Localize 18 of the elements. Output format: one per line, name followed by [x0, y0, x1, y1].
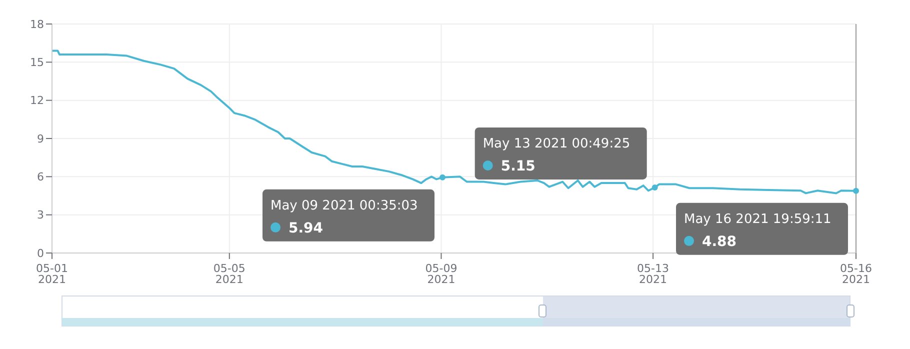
- point: [853, 188, 859, 194]
- annotation: May 16 2021 19:59:11 4.88: [684, 212, 832, 250]
- annotation: May 13 2021 00:49:25 5.15: [482, 136, 630, 174]
- y-tick-label: 6: [37, 170, 44, 184]
- annotation: May 09 2021 00:35:03 5.94: [270, 198, 418, 236]
- point: [652, 184, 658, 190]
- y-tick-label: 0: [37, 246, 44, 260]
- y-tick-label: 18: [30, 18, 44, 31]
- x-tick-label: 05-01 2021: [36, 262, 68, 286]
- x-tick-label: 05-09 2021: [425, 262, 458, 286]
- point: [440, 174, 446, 180]
- x-tick-label: 05-05 2021: [213, 262, 246, 286]
- y-tick-label: 12: [30, 94, 44, 108]
- x-tick-label: 05-16 2021: [840, 262, 872, 286]
- y-tick-label: 3: [37, 208, 44, 222]
- y-tick-label: 9: [37, 132, 44, 146]
- x-tick-label: 05-13 2021: [637, 262, 670, 286]
- y-tick-label: 15: [30, 56, 44, 70]
